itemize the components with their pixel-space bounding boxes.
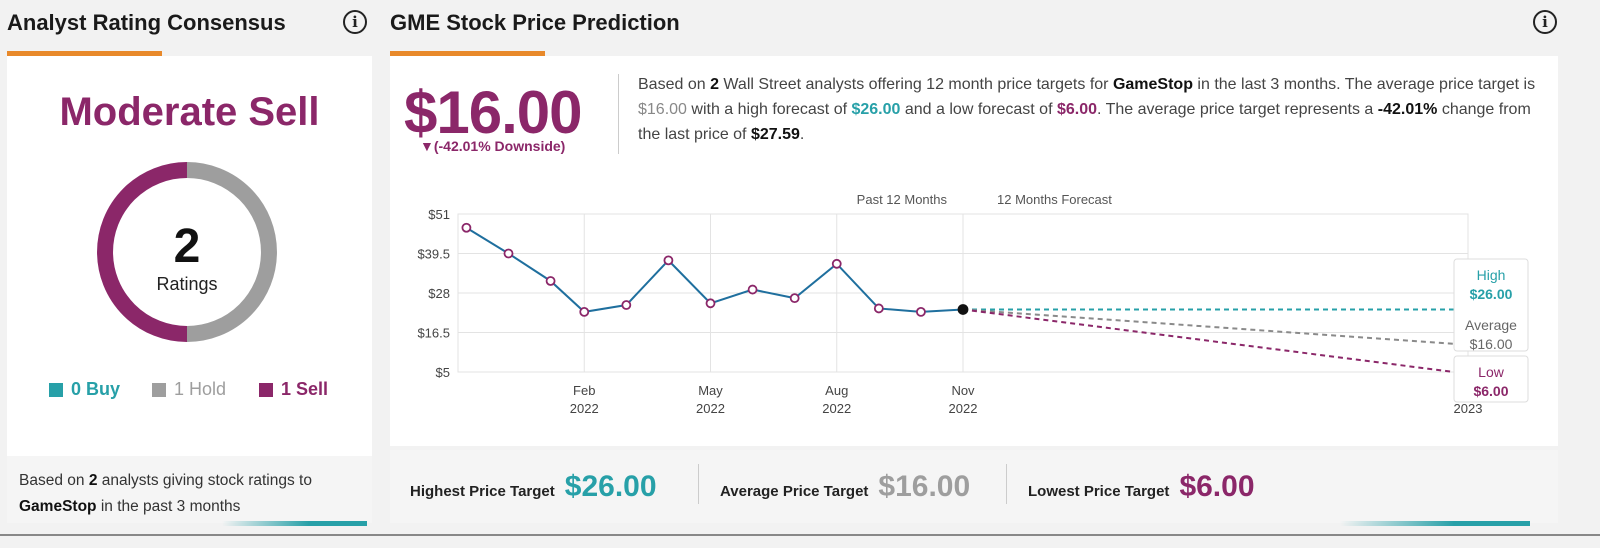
ratings-count: 2 <box>174 220 201 273</box>
past-months-label: Past 12 Months <box>857 192 948 207</box>
buy-swatch <box>49 382 63 397</box>
history-point <box>461 222 472 233</box>
forecast-value-high: $26.00 <box>1470 286 1513 302</box>
highest-target-value: $26.00 <box>564 470 657 503</box>
forecast-months-label: 12 Months Forecast <box>997 192 1112 207</box>
footer-text: in the past 3 months <box>100 498 241 515</box>
forecast-line-low <box>962 308 1455 373</box>
x-tick-year: 2022 <box>949 401 978 416</box>
legend-buy: 0 Buy <box>49 379 120 400</box>
price-prediction-card: $16.00 ▼(-42.01% Downside) Based on 2 Wa… <box>390 56 1558 446</box>
x-tick-year: 2022 <box>570 401 599 416</box>
forecast-value-average: $16.00 <box>1470 336 1513 352</box>
x-tick-month: Feb <box>573 383 595 398</box>
x-tick-year: 2022 <box>696 401 725 416</box>
lowest-target: Lowest Price Target $6.00 <box>1028 470 1255 504</box>
legend-sell-label: 1 Sell <box>281 379 329 399</box>
downside-badge: ▼(-42.01% Downside) <box>420 138 566 154</box>
history-line <box>465 226 964 313</box>
donut-sell-slice <box>97 162 188 342</box>
hold-swatch <box>152 382 166 397</box>
forecast-name-low: Low <box>1478 364 1505 380</box>
x-tick-month: May <box>698 383 723 398</box>
forecast-name-high: High <box>1477 267 1506 283</box>
forecast-name-average: Average <box>1465 317 1517 333</box>
history-point <box>957 304 969 315</box>
lowest-target-label: Lowest Price Target <box>1028 483 1170 500</box>
ratings-donut: 2 Ratings <box>97 162 277 342</box>
info-icon[interactable]: i <box>343 10 367 34</box>
donut-hold-slice <box>186 162 277 342</box>
legend-buy-label: 0 Buy <box>71 379 121 399</box>
average-target-label: Average Price Target <box>720 483 869 500</box>
average-target: Average Price Target $16.00 <box>720 470 970 504</box>
info-icon[interactable]: i <box>1533 10 1557 34</box>
page-bottom-line <box>0 534 1600 536</box>
price-chart: $51 $39.5 $28 $16.5 $5 Feb 2022 May 2022 Aug 2022 N… <box>417 192 1529 416</box>
left-title-accent <box>7 51 162 56</box>
right-title-accent <box>390 51 545 56</box>
history-point <box>831 258 842 269</box>
forecast-label-box <box>1453 258 1529 352</box>
right-section-title: GME Stock Price Prediction <box>390 10 680 35</box>
footer-company: GameStop <box>19 498 97 515</box>
history-point <box>663 255 674 266</box>
highest-target: Highest Price Target $26.00 <box>410 470 657 504</box>
targets-divider <box>1006 464 1007 504</box>
y-tick-label: $5 <box>436 365 450 380</box>
history-point <box>503 248 514 259</box>
y-tick-label: $28 <box>428 286 450 301</box>
highest-target-label: Highest Price Target <box>410 483 555 500</box>
sell-swatch <box>259 382 273 397</box>
right-footer-stripe <box>1340 521 1530 526</box>
legend-hold-label: 1 Hold <box>174 379 227 399</box>
average-target-value: $16.00 <box>878 470 971 503</box>
history-point <box>789 293 800 304</box>
analyst-rating-card: Moderate Sell 2 Ratings 0 Buy 1 Hold 1 S… <box>7 56 372 456</box>
footer-text: analysts giving stock ratings to <box>101 472 312 489</box>
average-price: $16.00 <box>404 79 583 146</box>
x-tick-month: Aug <box>825 383 848 398</box>
price-targets-footer: Highest Price Target $26.00 Average Pric… <box>390 450 1558 523</box>
y-tick-label: $39.5 <box>417 247 450 262</box>
history-point <box>621 300 632 310</box>
history-point <box>579 306 590 317</box>
forecast-line-average <box>962 308 1455 345</box>
history-point <box>873 303 884 314</box>
left-footer: Based on 2 analysts giving stock ratings… <box>7 456 372 523</box>
footer-text: Based on <box>19 472 85 489</box>
legend-hold: 1 Hold <box>152 379 226 400</box>
left-footer-stripe <box>222 521 367 526</box>
history-point <box>545 276 556 286</box>
x-tick-year: 2022 <box>822 401 851 416</box>
y-tick-label: $16.5 <box>417 326 450 341</box>
price-description: Based on 2 Wall Street analysts offering… <box>638 76 1536 143</box>
ratings-label: Ratings <box>156 274 217 294</box>
lowest-target-value: $6.00 <box>1179 470 1255 503</box>
history-point <box>747 284 758 295</box>
x-tick-year: 2023 <box>1454 401 1483 416</box>
x-tick-month: Nov <box>951 383 975 398</box>
history-point <box>916 306 926 317</box>
forecast-value-low: $6.00 <box>1473 383 1508 399</box>
left-section-title: Analyst Rating Consensus <box>7 10 286 35</box>
targets-divider <box>698 464 699 504</box>
y-tick-label: $51 <box>428 207 450 222</box>
footer-count: 2 <box>88 472 98 489</box>
consensus-label: Moderate Sell <box>59 90 320 134</box>
header-divider <box>618 74 619 154</box>
forecast-label-box <box>1453 355 1529 403</box>
history-point <box>705 298 716 309</box>
legend-sell: 1 Sell <box>259 379 328 400</box>
